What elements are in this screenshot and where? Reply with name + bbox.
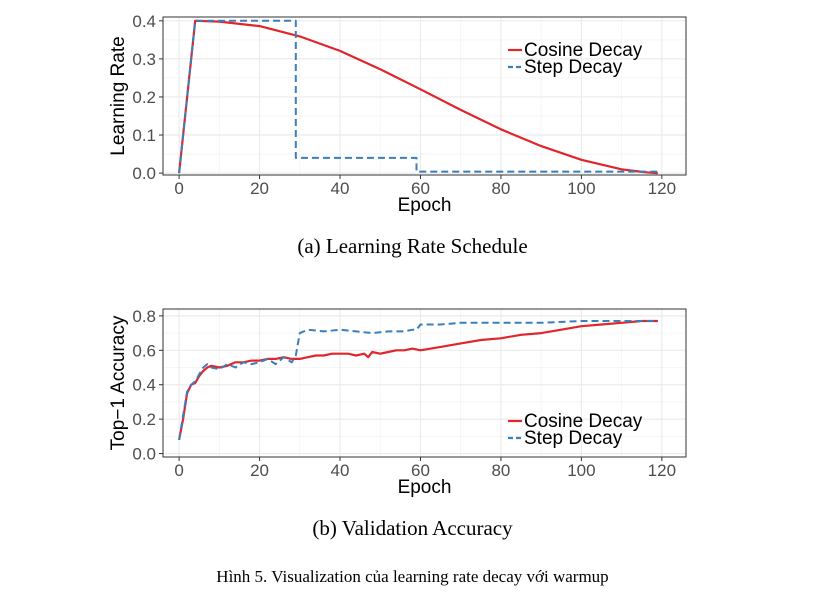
y-axis-title: Learning Rate (108, 36, 129, 155)
legend-label-step-decay: Step Decay (524, 57, 623, 78)
y-tick-label: 0.8 (132, 307, 156, 326)
y-tick-label: 0.4 (132, 376, 156, 395)
chart-a-border (162, 16, 687, 176)
series-line-step-decay (178, 320, 658, 440)
y-axis-title: Top−1 Accuracy (108, 315, 129, 450)
x-tick-label: 40 (331, 179, 350, 198)
legend-label-cosine-decay: Cosine Decay (524, 40, 643, 61)
chart-a: 0 20 40 60 80 100 120 0.0 0.1 0.2 0.3 0.4 Epoch Learn… (108, 12, 687, 216)
x-tick-label: 120 (648, 179, 676, 198)
x-tick-label: 20 (250, 179, 269, 198)
y-tick-label: 0.2 (132, 410, 156, 429)
series-line-cosine-decay (178, 319, 658, 441)
y-tick-label: 0.1 (132, 126, 156, 145)
series-line-step-decay (178, 19, 658, 174)
x-tick-label: 80 (491, 179, 510, 198)
x-tick-label: 100 (567, 461, 595, 480)
chart-a-panel (163, 17, 686, 175)
x-tick-label: 60 (411, 179, 430, 198)
chart-b: 0 20 40 60 80 100 120 0.0 0.2 0.4 0.6 0.8 Epoch Top−1… (108, 307, 687, 498)
x-tick-label: 0 (174, 179, 183, 198)
legend-label-cosine-decay: Cosine Decay (524, 411, 643, 432)
chart-a-caption: (a) Learning Rate Schedule (297, 234, 528, 258)
x-axis-title: Epoch (398, 195, 452, 216)
legend-label-step-decay: Step Decay (524, 428, 623, 449)
x-tick-label: 0 (174, 461, 183, 480)
x-tick-label: 60 (411, 461, 430, 480)
y-tick-label: 0.6 (132, 341, 156, 360)
x-tick-label: 120 (648, 461, 676, 480)
y-tick-label: 0.4 (132, 12, 156, 31)
x-tick-label: 80 (491, 461, 510, 480)
series-line-cosine-decay (178, 19, 658, 175)
x-tick-label: 100 (567, 179, 595, 198)
y-tick-label: 0.0 (132, 445, 156, 464)
x-tick-label: 20 (250, 461, 269, 480)
figure-caption: Hình 5. Visualization của learning rate … (216, 567, 609, 586)
x-tick-label: 40 (331, 461, 350, 480)
chart-b-border (162, 308, 687, 458)
chart-b-panel (163, 309, 686, 457)
y-tick-label: 0.0 (132, 164, 156, 183)
y-tick-label: 0.3 (132, 50, 156, 69)
x-axis-title: Epoch (398, 477, 452, 498)
chart-b-caption: (b) Validation Accuracy (312, 516, 513, 540)
y-tick-label: 0.2 (132, 88, 156, 107)
